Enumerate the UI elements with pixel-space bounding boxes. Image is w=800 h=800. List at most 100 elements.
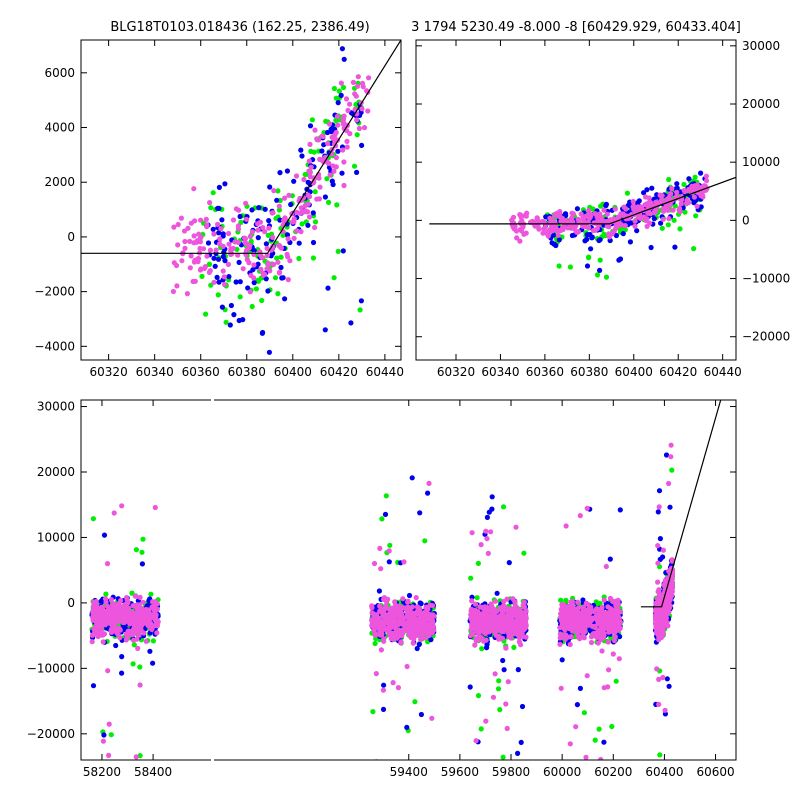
data-point-pink xyxy=(359,106,365,112)
data-point-pink xyxy=(155,619,161,625)
data-point-pink xyxy=(242,235,248,241)
data-point-green xyxy=(581,710,588,716)
data-point-pink xyxy=(270,210,276,216)
data-point-pink xyxy=(218,226,224,232)
data-point-blue xyxy=(686,176,692,182)
data-point-pink xyxy=(307,141,313,147)
data-point-pink xyxy=(235,239,241,245)
data-point-pink xyxy=(294,209,300,215)
data-point-pink xyxy=(191,186,197,192)
data-point-pink xyxy=(468,606,475,613)
data-point-green xyxy=(383,762,388,767)
data-point-green xyxy=(379,516,385,522)
data-point-pink xyxy=(473,738,479,744)
data-point-pink xyxy=(305,209,311,215)
data-point-blue xyxy=(205,432,210,437)
data-point-green xyxy=(133,547,139,553)
data-point-pink xyxy=(262,229,268,235)
data-point-green xyxy=(596,726,602,732)
data-point-green xyxy=(259,297,265,304)
data-point-pink xyxy=(138,627,144,633)
data-point-pink xyxy=(601,597,607,603)
data-point-blue xyxy=(667,504,673,510)
data-point-pink xyxy=(138,607,144,613)
data-point-pink xyxy=(569,598,575,605)
data-point-pink xyxy=(611,228,617,234)
data-point-pink xyxy=(587,608,593,614)
data-point-pink xyxy=(312,127,318,133)
data-point-pink xyxy=(612,206,618,212)
data-point-pink xyxy=(559,633,565,640)
data-point-pink xyxy=(243,216,250,222)
left-panel-title: BLG18T0103.018436 (162.25, 2386.49) xyxy=(110,20,369,35)
data-point-pink xyxy=(422,613,428,619)
data-point-blue xyxy=(216,230,222,236)
data-point-pink xyxy=(154,601,160,607)
data-point-pink xyxy=(484,536,490,542)
data-point-pink xyxy=(479,627,485,633)
data-point-pink xyxy=(510,596,516,602)
data-point-pink xyxy=(173,262,180,269)
data-point-blue xyxy=(284,232,291,238)
data-point-blue xyxy=(386,559,392,565)
data-point-blue xyxy=(404,724,410,731)
data-point-pink xyxy=(547,215,553,221)
data-point-pink xyxy=(198,217,204,223)
data-point-blue xyxy=(617,634,623,640)
data-point-green xyxy=(659,225,665,231)
data-point-blue xyxy=(501,667,507,673)
data-point-pink xyxy=(327,172,333,178)
data-point-pink xyxy=(610,624,616,630)
data-point-blue xyxy=(418,601,424,607)
data-point-pink xyxy=(371,629,377,635)
data-point-pink xyxy=(621,204,627,210)
data-point-blue xyxy=(266,218,272,224)
data-point-green xyxy=(331,275,337,281)
data-point-pink xyxy=(262,271,268,277)
data-point-pink xyxy=(507,621,513,627)
data-point-pink xyxy=(573,623,579,629)
data-point-pink xyxy=(91,631,97,637)
data-point-blue xyxy=(296,240,302,246)
data-point-pink xyxy=(492,671,498,677)
data-point-pink xyxy=(598,756,604,760)
data-point-pink xyxy=(472,601,479,607)
data-point-blue xyxy=(307,123,314,129)
data-point-pink xyxy=(488,601,494,607)
data-point-blue xyxy=(641,190,647,196)
data-point-pink xyxy=(277,269,283,275)
data-point-blue xyxy=(263,241,269,247)
data-point-blue xyxy=(212,263,218,269)
data-point-blue xyxy=(634,228,640,234)
data-point-blue xyxy=(255,235,261,241)
data-point-pink xyxy=(271,188,277,194)
data-point-blue xyxy=(119,654,125,660)
data-point-blue xyxy=(607,556,613,562)
data-point-pink xyxy=(514,605,520,611)
data-point-pink xyxy=(468,627,475,633)
data-point-blue xyxy=(551,232,557,238)
data-point-green xyxy=(677,226,683,232)
data-point-pink xyxy=(90,603,96,609)
data-point-green xyxy=(558,597,564,603)
data-point-blue xyxy=(282,296,288,302)
data-point-pink xyxy=(594,214,600,220)
data-point-pink xyxy=(514,235,520,241)
data-point-blue xyxy=(574,702,581,708)
data-point-blue xyxy=(90,683,97,689)
data-point-blue xyxy=(582,238,588,244)
data-point-pink xyxy=(616,656,622,662)
data-point-pink xyxy=(632,223,638,229)
data-point-pink xyxy=(338,80,344,86)
data-point-pink xyxy=(588,634,595,640)
data-point-blue xyxy=(500,657,506,664)
data-point-blue xyxy=(518,739,524,746)
data-point-pink xyxy=(198,234,204,240)
data-point-green xyxy=(275,188,281,194)
plot-area xyxy=(429,170,736,280)
data-point-pink xyxy=(485,550,491,557)
data-point-pink xyxy=(93,627,99,633)
data-point-green xyxy=(613,678,619,684)
data-point-pink xyxy=(674,189,680,195)
data-point-pink xyxy=(473,638,479,644)
